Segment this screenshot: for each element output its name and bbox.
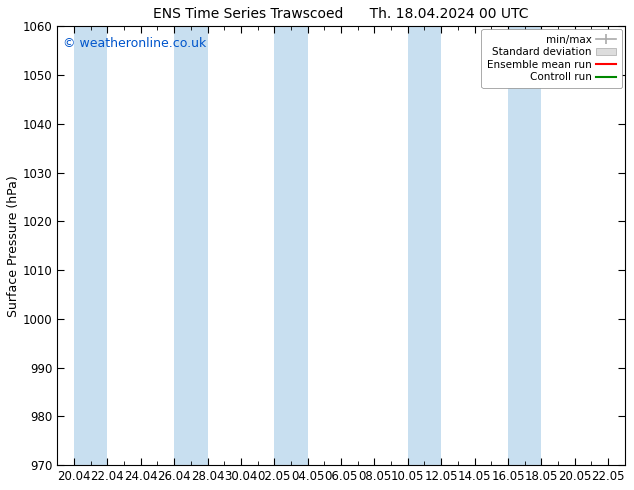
Bar [408, 26, 441, 465]
Bar [74, 26, 107, 465]
Legend: min/max, Standard deviation, Ensemble mean run, Controll run: min/max, Standard deviation, Ensemble me… [481, 29, 621, 88]
Bar [508, 26, 541, 465]
Text: © weatheronline.co.uk: © weatheronline.co.uk [63, 37, 206, 50]
Bar [174, 26, 207, 465]
Y-axis label: Surface Pressure (hPa): Surface Pressure (hPa) [7, 175, 20, 317]
Title: ENS Time Series Trawscoed      Th. 18.04.2024 00 UTC: ENS Time Series Trawscoed Th. 18.04.2024… [153, 7, 529, 21]
Bar [275, 26, 307, 465]
